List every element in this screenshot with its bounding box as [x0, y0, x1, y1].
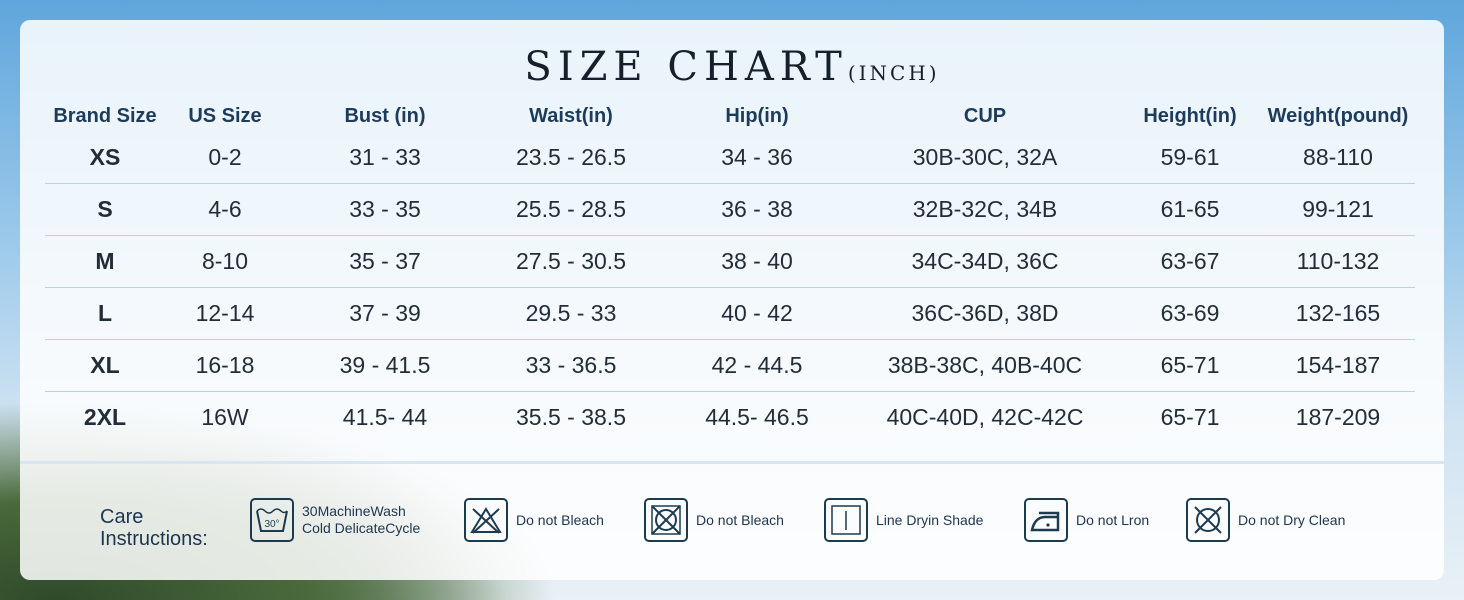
header-hip: Hip(in) [725, 105, 789, 127]
do-not-tumble-dry-icon [644, 498, 688, 542]
table-cell: 23.5 - 26.5 [516, 144, 626, 170]
table-cell: 27.5 - 30.5 [516, 248, 626, 274]
row-separator [45, 391, 1415, 392]
care-label-line2: Instructions: [100, 528, 208, 550]
row-separator [45, 235, 1415, 236]
wash-30-icon: 30° [250, 498, 294, 542]
table-cell: 40C-40D, 42C-42C [886, 404, 1084, 430]
table-cell: 12-14 [195, 300, 255, 326]
table-cell: 37 - 39 [349, 300, 421, 326]
table-cell: 30B-30C, 32A [912, 144, 1058, 170]
care-instructions-label: Care Instructions: [100, 506, 208, 550]
table-cell: 29.5 - 33 [525, 300, 617, 326]
header-brand-size: Brand Size [53, 105, 157, 127]
table-cell: 88-110 [1303, 144, 1373, 170]
care-text: Line Dryin Shade [876, 511, 984, 528]
brand-size-cell: XS [89, 144, 121, 170]
care-text: 30MachineWash [302, 503, 406, 519]
header-weight: Weight(pound) [1267, 105, 1409, 127]
table-cell: 63-67 [1160, 248, 1220, 274]
brand-size-cell: L [97, 300, 113, 326]
table-cell: 42 - 44.5 [711, 352, 803, 378]
table-cell: 8-10 [201, 248, 249, 274]
table-cell: 41.5- 44 [342, 404, 428, 430]
brand-size-cell: 2XL [83, 404, 127, 430]
header-waist: Waist(in) [529, 105, 613, 127]
table-cell: 63-69 [1160, 300, 1220, 326]
table-cell: 36C-36D, 38D [911, 300, 1059, 326]
table-cell: 33 - 36.5 [525, 352, 617, 378]
table-cell: 33 - 35 [349, 196, 421, 222]
care-item-no-iron: Do not Lron [1024, 498, 1149, 542]
table-cell: 39 - 41.5 [339, 352, 431, 378]
table-cell: 35 - 37 [349, 248, 421, 274]
table-cell: 40 - 42 [721, 300, 793, 326]
brand-size-cell: M [95, 248, 115, 274]
table-cell: 99-121 [1302, 196, 1374, 222]
table-cell: 0-2 [208, 144, 242, 170]
header-height: Height(in) [1143, 105, 1237, 127]
table-cell: 25.5 - 28.5 [516, 196, 626, 222]
size-chart-panel [20, 20, 1444, 580]
care-text: Do not Lron [1076, 511, 1150, 528]
table-cell: 34 - 36 [721, 144, 793, 170]
svg-text:30°: 30° [264, 519, 279, 530]
care-item-no-dry-clean: Do not Dry Clean [1186, 498, 1345, 542]
table-cell: 36 - 38 [721, 196, 793, 222]
care-text: Do not Bleach [516, 511, 604, 528]
row-separator [45, 339, 1415, 340]
do-not-bleach-icon [464, 498, 508, 542]
table-cell: 132-165 [1295, 300, 1381, 326]
table-cell: 16W [201, 404, 249, 430]
care-text: Do not Dry Clean [1238, 511, 1346, 528]
brand-size-cell: XL [90, 352, 120, 378]
section-divider [20, 461, 1444, 464]
table-cell: 65-71 [1160, 404, 1220, 430]
table-cell: 35.5 - 38.5 [516, 404, 626, 430]
header-bust: Bust (in) [344, 105, 426, 127]
iron-icon [1024, 498, 1068, 542]
table-cell: 154-187 [1295, 352, 1381, 378]
brand-size-cell: S [97, 196, 113, 222]
title-main: SIZE CHART [524, 44, 848, 90]
care-item-no-tumble-dry: Do not Bleach [644, 498, 784, 542]
header-us-size: US Size [188, 105, 262, 127]
table-cell: 38 - 40 [721, 248, 793, 274]
row-separator [45, 287, 1415, 288]
table-cell: 59-61 [1160, 144, 1220, 170]
table-cell: 187-209 [1295, 404, 1381, 430]
row-separator [45, 183, 1415, 184]
table-cell: 38B-38C, 40B-40C [887, 352, 1083, 378]
table-cell: 65-71 [1160, 352, 1220, 378]
table-cell: 16-18 [195, 352, 255, 378]
table-cell: 110-132 [1296, 248, 1380, 274]
page-title: SIZE CHART(INCH) [0, 44, 1464, 90]
do-not-dry-clean-icon [1186, 498, 1230, 542]
care-item-line-dry: Line Dryin Shade [824, 498, 983, 542]
header-cup: CUP [963, 105, 1007, 127]
table-cell: 32B-32C, 34B [912, 196, 1058, 222]
care-text: Cold DelicateCycle [302, 520, 421, 536]
table-cell: 34C-34D, 36C [911, 248, 1059, 274]
care-item-wash: 30° 30MachineWash Cold DelicateCycle [250, 498, 420, 542]
line-dry-shade-icon [824, 498, 868, 542]
table-cell: 44.5- 46.5 [705, 404, 809, 430]
table-cell: 61-65 [1160, 196, 1220, 222]
care-label-line1: Care [100, 506, 144, 528]
care-text: Do not Bleach [696, 511, 784, 528]
table-cell: 4-6 [208, 196, 242, 222]
title-unit: (INCH) [847, 61, 940, 85]
table-cell: 31 - 33 [349, 144, 421, 170]
care-item-no-bleach: Do not Bleach [464, 498, 604, 542]
